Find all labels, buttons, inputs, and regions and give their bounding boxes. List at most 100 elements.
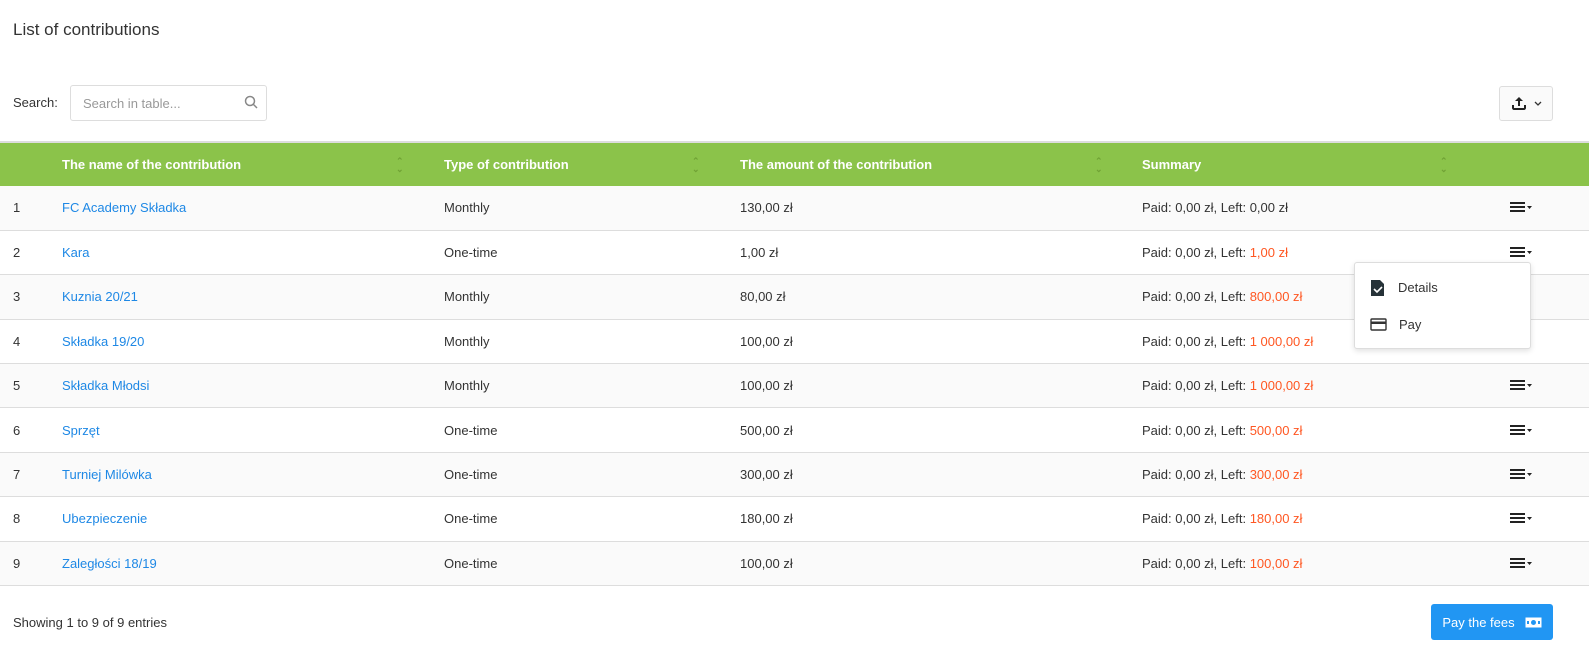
contribution-link[interactable]: Kuznia 20/21 xyxy=(62,289,138,305)
table-row: 8 Ubezpieczenie One-time 180,00 zł Paid:… xyxy=(0,497,1589,542)
contribution-type: Monthly xyxy=(444,333,490,349)
contribution-type: Monthly xyxy=(444,200,490,216)
table-row: 3 Kuznia 20/21 Monthly 80,00 zł Paid: 0,… xyxy=(0,274,1589,320)
contribution-link[interactable]: Turniej Milówka xyxy=(62,467,152,483)
contribution-link[interactable]: Ubezpieczenie xyxy=(62,511,148,527)
summary: Paid: 0,00 zł, Left: 0,00 zł xyxy=(1142,200,1288,216)
left-amount: 300,00 zł xyxy=(1249,467,1303,483)
contribution-amount: 100,00 zł xyxy=(740,333,793,349)
summary: Paid: 0,00 zł, Left: 300,00 zł xyxy=(1142,467,1303,483)
row-actions-dropdown: Details Pay xyxy=(1354,262,1531,349)
export-button[interactable] xyxy=(1499,86,1553,121)
table-row: 9 Zaległości 18/19 One-time 100,00 zł Pa… xyxy=(0,541,1589,586)
contribution-link[interactable]: Sprzęt xyxy=(62,422,100,438)
row-menu-button[interactable] xyxy=(1510,557,1532,568)
export-icon xyxy=(1512,96,1526,110)
menu-icon xyxy=(1510,557,1532,568)
table-row: 7 Turniej Milówka One-time 300,00 zł Pai… xyxy=(0,452,1589,497)
search-icon xyxy=(244,95,258,109)
menu-icon xyxy=(1510,247,1532,258)
sort-icon[interactable]: ⌃ ⌄ xyxy=(396,156,404,174)
contribution-amount: 80,00 zł xyxy=(740,289,786,305)
row-number: 9 xyxy=(13,555,21,571)
sort-icon[interactable]: ⌃ ⌄ xyxy=(1095,156,1103,174)
contribution-type: One-time xyxy=(444,467,498,483)
page-title: List of contributions xyxy=(13,20,160,39)
row-number: 2 xyxy=(13,245,21,261)
header-name[interactable]: The name of the contribution ⌃ ⌄ xyxy=(62,156,404,174)
table-row: 1 FC Academy Składka Monthly 130,00 zł P… xyxy=(0,186,1589,231)
menu-icon xyxy=(1510,513,1532,524)
left-amount: 1,00 zł xyxy=(1249,245,1288,261)
contribution-link[interactable]: FC Academy Składka xyxy=(62,200,187,216)
menu-icon xyxy=(1510,469,1532,480)
contribution-type: One-time xyxy=(444,422,498,438)
contribution-amount: 300,00 zł xyxy=(740,467,793,483)
left-amount: 500,00 zł xyxy=(1249,422,1303,438)
money-icon xyxy=(1525,617,1542,627)
summary: Paid: 0,00 zł, Left: 800,00 zł xyxy=(1142,289,1303,305)
row-number: 3 xyxy=(13,289,21,305)
menu-icon xyxy=(1510,202,1532,213)
table-info: Showing 1 to 9 of 9 entries xyxy=(13,615,167,630)
left-amount: 1 000,00 zł xyxy=(1249,378,1314,394)
row-number: 1 xyxy=(13,200,21,216)
table-row: 6 Sprzęt One-time 500,00 zł Paid: 0,00 z… xyxy=(0,408,1589,453)
row-menu-button[interactable] xyxy=(1510,469,1532,480)
contribution-amount: 130,00 zł xyxy=(740,200,793,216)
menu-item-details[interactable]: Details xyxy=(1355,269,1530,306)
contribution-link[interactable]: Kara xyxy=(62,245,90,261)
table-row: 4 Składka 19/20 Monthly 100,00 zł Paid: … xyxy=(0,319,1589,364)
menu-icon xyxy=(1510,380,1532,391)
summary: Paid: 0,00 zł, Left: 100,00 zł xyxy=(1142,555,1303,571)
contribution-amount: 500,00 zł xyxy=(740,422,793,438)
row-menu-button[interactable] xyxy=(1510,247,1532,258)
row-number: 4 xyxy=(13,333,21,349)
summary: Paid: 0,00 zł, Left: 180,00 zł xyxy=(1142,511,1303,527)
pay-the-fees-button[interactable]: Pay the fees xyxy=(1431,604,1553,640)
contribution-type: Monthly xyxy=(444,289,490,305)
search-input[interactable] xyxy=(70,85,267,121)
left-amount: 180,00 zł xyxy=(1249,511,1303,527)
contribution-amount: 180,00 zł xyxy=(740,511,793,527)
left-amount: 1 000,00 zł xyxy=(1249,333,1314,349)
row-menu-button[interactable] xyxy=(1510,424,1532,435)
contribution-type: One-time xyxy=(444,245,498,261)
contribution-link[interactable]: Składka 19/20 xyxy=(62,333,145,349)
summary: Paid: 0,00 zł, Left: 500,00 zł xyxy=(1142,422,1303,438)
left-amount: 0,00 zł xyxy=(1249,200,1288,216)
contribution-link[interactable]: Składka Młodsi xyxy=(62,378,150,394)
summary: Paid: 0,00 zł, Left: 1 000,00 zł xyxy=(1142,378,1314,394)
header-type[interactable]: Type of contribution ⌃ ⌄ xyxy=(444,156,700,174)
contribution-amount: 100,00 zł xyxy=(740,555,793,571)
contribution-type: One-time xyxy=(444,511,498,527)
left-amount: 800,00 zł xyxy=(1249,289,1303,305)
row-menu-button[interactable] xyxy=(1510,202,1532,213)
summary: Paid: 0,00 zł, Left: 1,00 zł xyxy=(1142,245,1288,261)
contribution-amount: 1,00 zł xyxy=(740,245,779,261)
chevron-down-icon xyxy=(1534,101,1542,106)
contribution-type: Monthly xyxy=(444,378,490,394)
summary: Paid: 0,00 zł, Left: 1 000,00 zł xyxy=(1142,333,1314,349)
menu-icon xyxy=(1510,424,1532,435)
row-number: 5 xyxy=(13,378,21,394)
menu-item-pay[interactable]: Pay xyxy=(1355,306,1530,343)
header-amount[interactable]: The amount of the contribution ⌃ ⌄ xyxy=(740,156,1103,174)
left-amount: 100,00 zł xyxy=(1249,555,1303,571)
contributions-table: The name of the contribution ⌃ ⌄ Type of c… xyxy=(0,141,1589,586)
table-row: 5 Składka Młodsi Monthly 100,00 zł Paid:… xyxy=(0,363,1589,408)
table-row: 2 Kara One-time 1,00 zł Paid: 0,00 zł, L… xyxy=(0,230,1589,275)
row-number: 6 xyxy=(13,422,21,438)
row-menu-button[interactable] xyxy=(1510,513,1532,524)
contribution-amount: 100,00 zł xyxy=(740,378,793,394)
row-menu-button[interactable] xyxy=(1510,380,1532,391)
table-header: The name of the contribution ⌃ ⌄ Type of c… xyxy=(0,142,1589,186)
search-label: Search: xyxy=(13,95,58,110)
sort-icon[interactable]: ⌃ ⌄ xyxy=(1440,156,1448,174)
document-check-icon xyxy=(1371,279,1384,296)
contribution-link[interactable]: Zaległości 18/19 xyxy=(62,555,157,571)
credit-card-icon xyxy=(1370,318,1387,331)
sort-icon[interactable]: ⌃ ⌄ xyxy=(692,156,700,174)
row-number: 8 xyxy=(13,511,21,527)
header-summary[interactable]: Summary ⌃ ⌄ xyxy=(1142,156,1448,174)
